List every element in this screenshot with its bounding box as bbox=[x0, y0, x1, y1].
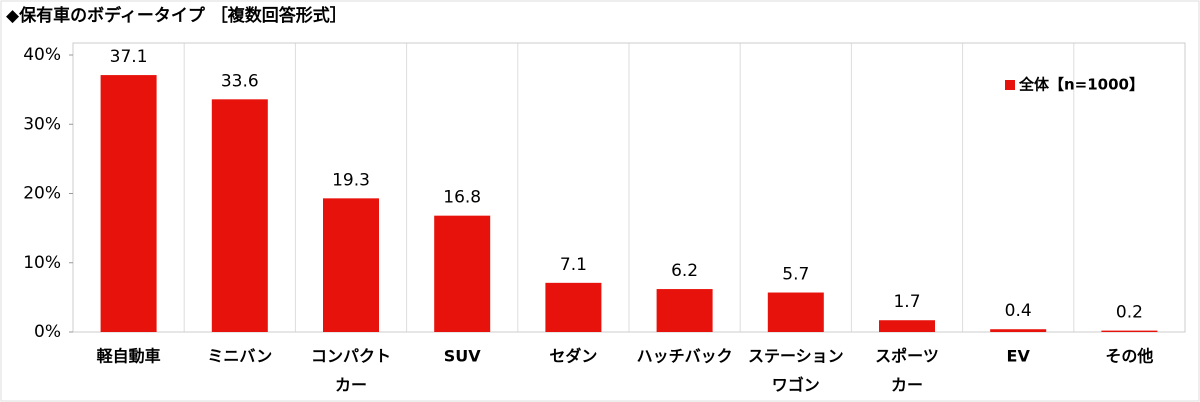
bar bbox=[879, 320, 935, 332]
bar bbox=[323, 198, 379, 332]
x-tick-label: 軽自動車 bbox=[97, 347, 161, 366]
legend-label: 全体【n=1000】 bbox=[1018, 76, 1144, 94]
x-tick-label: ハッチバック bbox=[637, 347, 733, 366]
bar bbox=[434, 215, 491, 332]
legend-swatch bbox=[1005, 80, 1015, 90]
y-tick-label: 30% bbox=[23, 114, 61, 134]
y-tick-label: 20% bbox=[23, 184, 61, 204]
y-tick-label: 10% bbox=[23, 253, 61, 273]
data-label: 0.4 bbox=[1005, 301, 1032, 321]
data-label: 33.6 bbox=[221, 71, 259, 91]
data-label: 16.8 bbox=[443, 188, 481, 208]
bar bbox=[100, 75, 157, 333]
bar bbox=[545, 282, 602, 332]
chart-title: ◆保有車のボディータイプ ［複数回答形式］ bbox=[6, 5, 347, 26]
y-tick-label: 40% bbox=[23, 45, 61, 65]
data-label: 1.7 bbox=[893, 292, 920, 312]
bar bbox=[990, 329, 1047, 332]
x-tick-label: スポーツ bbox=[875, 347, 939, 366]
x-tick-label: コンパクト bbox=[311, 347, 391, 366]
bar bbox=[656, 289, 713, 332]
data-label: 6.2 bbox=[671, 261, 698, 281]
data-label: 37.1 bbox=[110, 47, 148, 67]
x-tick-label: SUV bbox=[444, 347, 482, 366]
x-tick-label: ミニバン bbox=[207, 347, 272, 366]
data-label: 0.2 bbox=[1116, 303, 1143, 323]
data-label: 19.3 bbox=[332, 170, 370, 190]
bar bbox=[211, 99, 268, 332]
bar bbox=[1101, 330, 1158, 332]
data-label: 5.7 bbox=[782, 265, 809, 285]
data-label: 7.1 bbox=[560, 255, 587, 275]
x-tick-label: カー bbox=[335, 376, 367, 395]
y-tick-label: 0% bbox=[34, 322, 61, 342]
plot-border bbox=[72, 42, 1186, 333]
x-tick-label: その他 bbox=[1105, 347, 1153, 366]
x-tick-label: セダン bbox=[549, 347, 597, 366]
x-tick-label: EV bbox=[1007, 347, 1031, 366]
x-tick-label: カー bbox=[891, 376, 923, 395]
bar bbox=[767, 292, 824, 332]
x-tick-label: ステーション bbox=[748, 347, 844, 366]
x-tick-label: ワゴン bbox=[772, 376, 820, 395]
